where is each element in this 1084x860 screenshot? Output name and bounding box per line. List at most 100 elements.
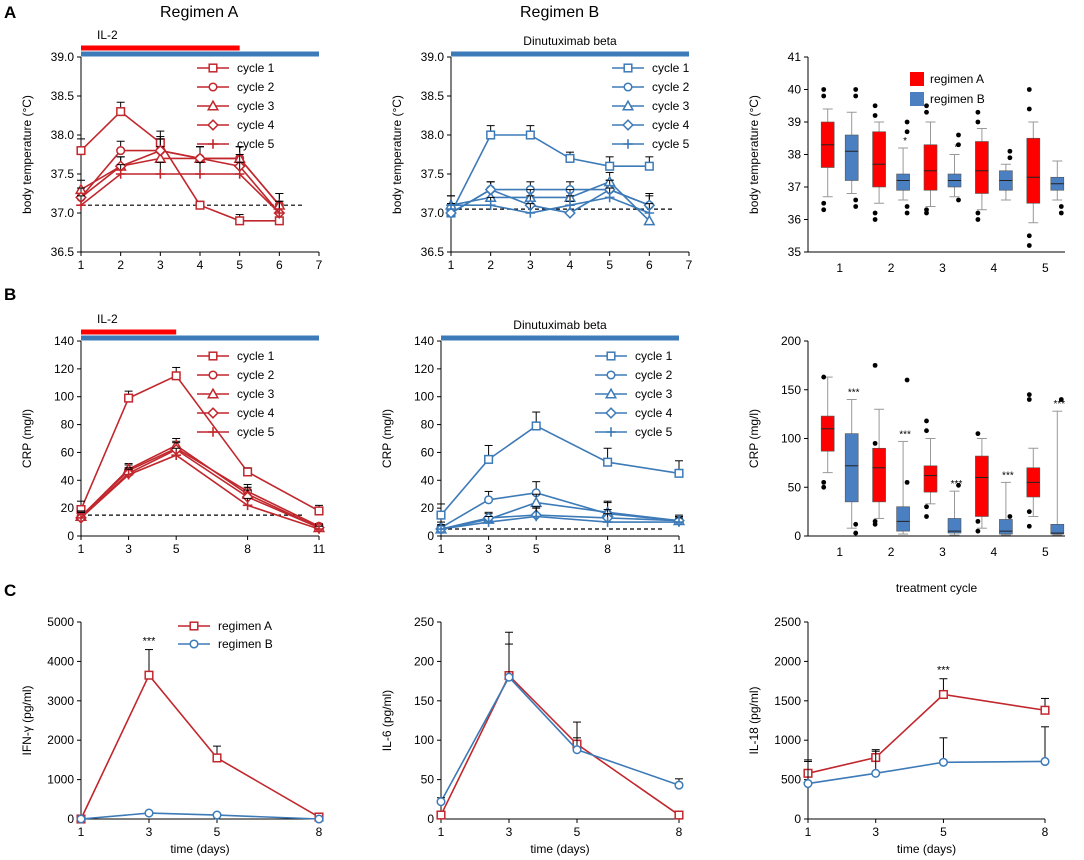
legend-marker <box>604 387 618 399</box>
panel-label-c: C <box>4 581 16 600</box>
y-tick-label: 38.5 <box>421 89 445 103</box>
panel-label-b: B <box>4 285 16 304</box>
x-tick-label: 4 <box>197 258 204 272</box>
outlier-point <box>1026 243 1032 248</box>
y-tick-label: 37.5 <box>51 167 75 181</box>
x-tick-label: 3 <box>146 825 153 839</box>
outlier-point <box>956 132 961 138</box>
series-cycle-5 <box>446 187 655 218</box>
outlier-point <box>853 93 859 99</box>
data-point-square <box>171 371 181 381</box>
y-tick-label: 2500 <box>774 615 801 629</box>
y-tick-label: 38 <box>788 148 802 162</box>
significance-mark: *** <box>848 388 860 399</box>
x-tick-label: 5 <box>214 825 221 839</box>
chart-b1: 0 20 40 60 80 100 120 140 1 3 5 8 11 CRP (mg/l) IL-2 cy… <box>20 312 326 556</box>
x-tick-label: 8 <box>244 542 251 556</box>
x-tick-label: 11 <box>673 542 686 556</box>
x-tick-label: 5 <box>533 542 540 556</box>
outlier-point <box>1007 514 1013 519</box>
data-point-plus <box>602 517 613 527</box>
data-point-circle <box>504 672 514 682</box>
outlier-point <box>853 204 859 209</box>
legend-label: cycle 3 <box>635 387 673 401</box>
data-point-triangle <box>643 214 656 226</box>
outlier-point <box>821 479 827 485</box>
legend-label: cycle 2 <box>635 368 673 382</box>
outlier-point <box>904 377 910 383</box>
x-tick-label: 2 <box>888 545 895 559</box>
data-point-square <box>235 216 245 226</box>
y-axis-title: IL-18 (pg/ml) <box>747 686 761 754</box>
outlier-point <box>975 119 981 125</box>
legend-marker <box>189 621 199 631</box>
y-tick-label: 100 <box>781 432 801 446</box>
x-tick-label: 1 <box>448 258 455 272</box>
series-line <box>440 515 679 530</box>
y-tick-label: 50 <box>788 480 802 494</box>
outlier-point <box>853 521 859 527</box>
x-tick-label: 5 <box>574 825 581 839</box>
y-tick-label: 2000 <box>774 654 801 668</box>
outlier-point <box>904 129 910 135</box>
legend-marker <box>623 82 633 92</box>
y-tick-label: 150 <box>414 694 434 708</box>
x-tick-label: 3 <box>125 542 132 556</box>
legend: cycle 1 cycle 2 cycle 3 cycle 4 cycle 5 <box>595 349 673 439</box>
outlier-point <box>975 431 981 437</box>
data-point-plus <box>446 200 456 210</box>
x-tick-label: 5 <box>236 258 243 272</box>
series-line <box>80 149 280 214</box>
data-point-diamond <box>484 183 497 196</box>
data-point-plus <box>76 513 86 523</box>
outlier-point <box>821 484 827 490</box>
legend-marker <box>208 351 218 361</box>
series-line <box>807 693 1046 775</box>
outlier-point <box>853 197 859 203</box>
legend-label: cycle 4 <box>652 118 690 132</box>
data-point-plus <box>242 500 253 511</box>
series-cycle-5 <box>76 447 324 534</box>
significance-mark: * <box>955 143 959 154</box>
box-group-3: * <box>923 103 962 216</box>
box-regimen-a <box>820 415 835 452</box>
x-tick-label: 3 <box>872 825 879 839</box>
x-tick-label: 3 <box>527 258 534 272</box>
outlier-point <box>1058 204 1064 209</box>
y-tick-label: 35 <box>788 245 802 259</box>
x-tick-label: 4 <box>991 545 998 559</box>
x-tick-label: 3 <box>485 542 492 556</box>
box-group-5: *** <box>1026 392 1065 536</box>
x-tick-label: 1 <box>438 825 445 839</box>
outlier-point <box>821 207 827 213</box>
legend-swatch <box>910 92 924 106</box>
series-cycle-1 <box>436 411 684 520</box>
data-point-square <box>938 689 948 700</box>
legend-marker <box>623 63 633 73</box>
y-axis-title: CRP (mg/l) <box>380 409 394 468</box>
legend-label: cycle 1 <box>652 61 690 75</box>
data-point-circle <box>803 778 813 789</box>
legend-label: regimen B <box>218 637 273 651</box>
series-line <box>80 812 320 820</box>
legend: cycle 1 cycle 2 cycle 3 cycle 4 cycle 5 <box>197 349 275 439</box>
box-regimen-b <box>896 173 910 191</box>
x-tick-label: 1 <box>805 825 812 839</box>
outlier-point <box>1026 106 1032 112</box>
x-tick-label: 1 <box>836 545 843 559</box>
y-tick-label: 100 <box>54 390 74 404</box>
y-axis-title: IFN-γ (pg/ml) <box>20 686 34 756</box>
data-point-diamond <box>564 207 576 219</box>
chart-a2: 36.5 37.0 37.5 38.0 38.5 39.0 1 2 3 4 5 6 7 body temp… <box>390 34 693 272</box>
series-regimen-B <box>803 726 1050 789</box>
legend-label: cycle 4 <box>635 406 673 420</box>
data-point-square <box>195 200 205 210</box>
data-point-plus <box>115 169 126 179</box>
data-point-plus <box>485 200 496 210</box>
data-point-plus <box>483 517 494 527</box>
series-line <box>80 157 280 206</box>
y-tick-label: 80 <box>61 418 75 432</box>
legend-label: cycle 2 <box>237 368 275 382</box>
data-point-plus <box>565 200 575 210</box>
y-tick-label: 0 <box>427 812 434 826</box>
